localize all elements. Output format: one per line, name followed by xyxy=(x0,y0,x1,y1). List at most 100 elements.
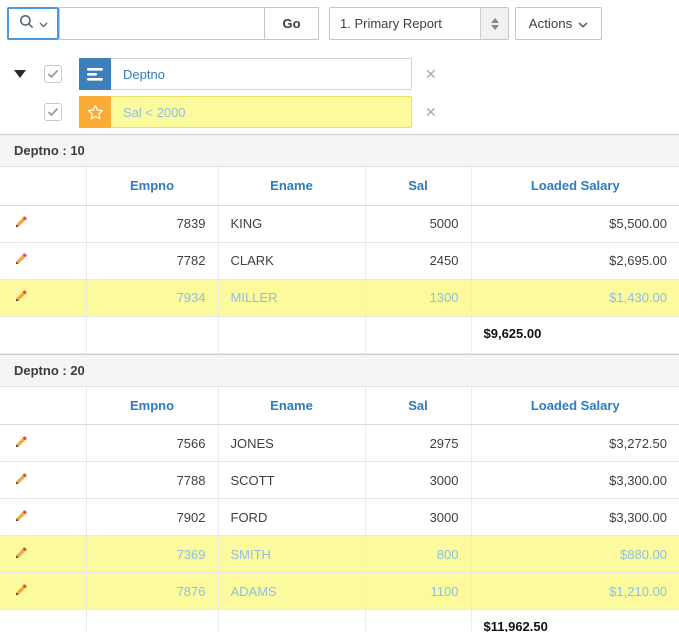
chevron-down-icon xyxy=(578,16,588,31)
control-break-header: Deptno : 10 xyxy=(0,134,679,167)
cell-ename: MILLER xyxy=(218,279,366,317)
search-input[interactable] xyxy=(59,7,265,40)
column-header-edit xyxy=(0,167,87,206)
cell-empno: 7782 xyxy=(86,242,219,280)
cell-empno: 7934 xyxy=(86,279,219,317)
remove-highlight-icon[interactable]: ✕ xyxy=(425,104,437,120)
edit-row-icon[interactable] xyxy=(13,288,29,304)
edit-row-icon[interactable] xyxy=(13,545,29,561)
control-break-header: Deptno : 20 xyxy=(0,353,679,387)
cell-loaded-salary: $3,272.50 xyxy=(471,424,679,462)
report-table: Empno Ename Sal Loaded Salary 7839 KING 5000 $5… xyxy=(0,167,679,354)
table-row: 7902 FORD 3000 $3,300.00 xyxy=(0,498,679,536)
sum-empty-cell xyxy=(365,316,472,354)
search-icon xyxy=(19,14,35,33)
highlight-setting-row: Sal < 2000 ✕ xyxy=(0,96,679,128)
sum-empty-cell xyxy=(218,316,366,354)
table-row: 7566 JONES 2975 $3,272.50 xyxy=(0,424,679,462)
cell-loaded-salary: $1,430.00 xyxy=(471,279,679,317)
sum-empty-cell xyxy=(218,609,366,632)
column-header-sal[interactable]: Sal xyxy=(365,386,472,425)
cell-ename: SMITH xyxy=(218,535,366,573)
checkmark-icon xyxy=(47,69,59,79)
cell-sal: 1100 xyxy=(365,572,472,610)
edit-row-icon[interactable] xyxy=(13,434,29,450)
cell-ename: CLARK xyxy=(218,242,366,280)
sum-loaded-salary: $11,962.50 xyxy=(471,609,679,632)
edit-cell xyxy=(0,424,87,462)
cell-loaded-salary: $880.00 xyxy=(471,535,679,573)
search-toolbar: Go 1. Primary Report Actions xyxy=(0,0,679,47)
edit-row-icon[interactable] xyxy=(13,582,29,598)
cell-loaded-salary: $5,500.00 xyxy=(471,205,679,243)
cell-sal: 800 xyxy=(365,535,472,573)
sum-row: $9,625.00 xyxy=(0,316,679,354)
control-break-checkbox[interactable] xyxy=(44,65,62,83)
checkmark-icon xyxy=(47,107,59,117)
search-options-button[interactable] xyxy=(7,7,59,40)
select-spinner-icon[interactable] xyxy=(480,8,508,39)
column-header-sal[interactable]: Sal xyxy=(365,167,472,206)
edit-cell xyxy=(0,535,87,573)
go-button[interactable]: Go xyxy=(264,7,319,40)
control-break-setting-row: Deptno ✕ xyxy=(0,58,679,90)
sum-row: $11,962.50 xyxy=(0,609,679,632)
column-header-empno[interactable]: Empno xyxy=(86,167,219,206)
remove-control-break-icon[interactable]: ✕ xyxy=(425,66,437,82)
table-row: 7839 KING 5000 $5,500.00 xyxy=(0,205,679,243)
edit-row-icon[interactable] xyxy=(13,251,29,267)
cell-empno: 7902 xyxy=(86,498,219,536)
control-break-pill: Deptno xyxy=(79,58,412,90)
highlight-pill: Sal < 2000 xyxy=(79,96,412,128)
table-row: 7934 MILLER 1300 $1,430.00 xyxy=(0,279,679,317)
control-break-link[interactable]: Deptno xyxy=(123,66,165,82)
column-header-edit xyxy=(0,386,87,425)
edit-row-icon[interactable] xyxy=(13,508,29,524)
cell-sal: 2975 xyxy=(365,424,472,462)
collapse-settings-toggle[interactable] xyxy=(14,70,26,78)
table-row: 7369 SMITH 800 $880.00 xyxy=(0,535,679,573)
cell-empno: 7876 xyxy=(86,572,219,610)
cell-ename: ADAMS xyxy=(218,572,366,610)
edit-cell xyxy=(0,242,87,280)
cell-ename: SCOTT xyxy=(218,461,366,499)
edit-cell xyxy=(0,461,87,499)
sum-empty-cell xyxy=(365,609,472,632)
highlight-link[interactable]: Sal < 2000 xyxy=(123,104,186,120)
report-settings-area: Deptno ✕ Sal < 2000 ✕ xyxy=(0,58,679,128)
cell-loaded-salary: $1,210.00 xyxy=(471,572,679,610)
cell-sal: 5000 xyxy=(365,205,472,243)
edit-row-icon[interactable] xyxy=(13,471,29,487)
sum-empty-cell xyxy=(86,609,219,632)
sum-empty-cell xyxy=(0,316,87,354)
column-header-loaded-salary[interactable]: Loaded Salary xyxy=(471,167,679,206)
cell-loaded-salary: $2,695.00 xyxy=(471,242,679,280)
cell-sal: 2450 xyxy=(365,242,472,280)
cell-ename: KING xyxy=(218,205,366,243)
edit-cell xyxy=(0,205,87,243)
cell-sal: 3000 xyxy=(365,498,472,536)
column-header-ename[interactable]: Ename xyxy=(218,167,366,206)
control-break-icon xyxy=(79,58,111,90)
saved-report-select[interactable]: 1. Primary Report xyxy=(329,7,509,40)
interactive-report-body: Deptno : 10 Empno Ename Sal Loaded Salary 783… xyxy=(0,134,679,632)
cell-empno: 7788 xyxy=(86,461,219,499)
actions-button-label: Actions xyxy=(528,16,573,31)
cell-ename: JONES xyxy=(218,424,366,462)
edit-cell xyxy=(0,498,87,536)
column-header-empno[interactable]: Empno xyxy=(86,386,219,425)
edit-row-icon[interactable] xyxy=(13,214,29,230)
sum-empty-cell xyxy=(86,316,219,354)
column-header-ename[interactable]: Ename xyxy=(218,386,366,425)
column-header-loaded-salary[interactable]: Loaded Salary xyxy=(471,386,679,425)
table-row: 7782 CLARK 2450 $2,695.00 xyxy=(0,242,679,280)
actions-button[interactable]: Actions xyxy=(515,7,602,40)
cell-ename: FORD xyxy=(218,498,366,536)
cell-empno: 7369 xyxy=(86,535,219,573)
triangle-down-icon xyxy=(14,70,26,78)
report-table: Empno Ename Sal Loaded Salary 7566 JONES 2975 $… xyxy=(0,386,679,632)
star-icon xyxy=(79,96,111,128)
sum-loaded-salary: $9,625.00 xyxy=(471,316,679,354)
cell-empno: 7839 xyxy=(86,205,219,243)
highlight-checkbox[interactable] xyxy=(44,103,62,121)
